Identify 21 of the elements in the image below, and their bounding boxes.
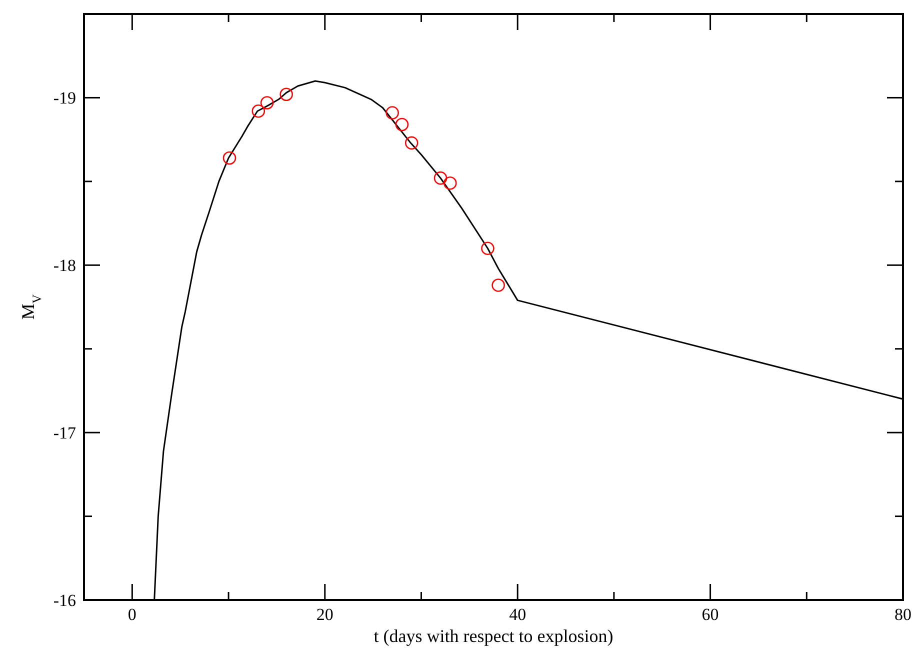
point xyxy=(222,151,236,165)
point xyxy=(252,104,266,118)
point xyxy=(280,88,293,102)
point xyxy=(404,136,418,150)
x-tick-label: 20 xyxy=(316,605,334,624)
x-tick-label: 0 xyxy=(128,605,136,624)
point xyxy=(434,171,448,185)
x-axis-title: t (days with respect to explosion) xyxy=(374,626,614,646)
point xyxy=(481,242,494,256)
x-tick-label: 60 xyxy=(702,605,719,624)
point xyxy=(395,118,409,132)
point xyxy=(492,278,505,292)
x-tick-label: 40 xyxy=(509,605,526,624)
point xyxy=(386,106,399,120)
x-tick-label: 80 xyxy=(894,605,912,624)
point xyxy=(443,176,457,190)
y-tick-label: -19 xyxy=(53,88,76,108)
point xyxy=(260,96,274,110)
y-tick-label: -16 xyxy=(53,591,76,610)
y-tick-label: -17 xyxy=(53,424,76,443)
y-tick-label: -18 xyxy=(53,256,76,276)
